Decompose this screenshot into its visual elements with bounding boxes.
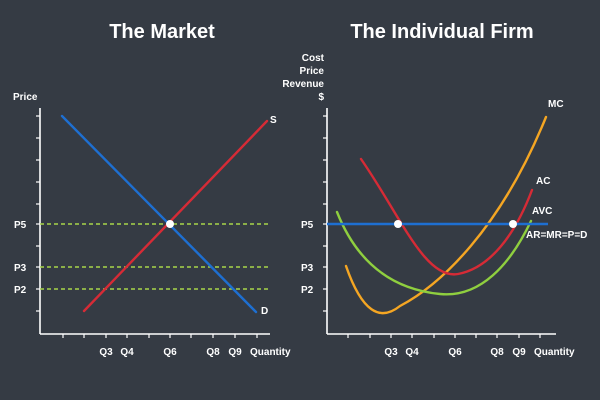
firm-y-axis-label-price: Price <box>300 66 325 77</box>
market-tick-label-q4: Q4 <box>120 347 134 358</box>
firm-title: The Individual Firm <box>350 21 533 43</box>
market-tick-label-q8: Q8 <box>206 347 220 358</box>
supply-label: S <box>270 115 277 126</box>
market-y-ticks <box>36 115 40 312</box>
firm-tick-label-q9: Q9 <box>512 347 526 358</box>
market-panel: The Market Price <box>13 21 291 358</box>
market-x-ticks <box>62 334 258 338</box>
firm-y-axis-label-dollar: $ <box>318 92 324 103</box>
firm-point-q9 <box>509 220 517 228</box>
market-x-axis-label: Quantity <box>250 347 291 358</box>
market-tick-label-p2: P2 <box>14 285 27 296</box>
firm-y-axis-label-cost: Cost <box>302 53 325 64</box>
firm-y-axis-label-revenue: Revenue <box>282 79 324 90</box>
market-title: The Market <box>109 21 215 43</box>
firm-tick-label-q6: Q6 <box>448 347 462 358</box>
firm-y-ticks <box>323 115 327 312</box>
demand-label: D <box>261 306 268 317</box>
firm-x-axis-label: Quantity <box>534 347 575 358</box>
market-tick-label-p5: P5 <box>14 220 27 231</box>
mc-curve <box>344 115 548 315</box>
market-tick-label-q3: Q3 <box>99 347 113 358</box>
avc-label: AVC <box>532 206 552 217</box>
market-tick-label-p3: P3 <box>14 263 27 274</box>
market-tick-label-q6: Q6 <box>163 347 177 358</box>
firm-tick-label-q8: Q8 <box>490 347 504 358</box>
firm-tick-label-q3: Q3 <box>384 347 398 358</box>
ac-label: AC <box>536 176 550 187</box>
ac-curve <box>359 157 534 276</box>
supply-curve <box>82 119 269 313</box>
firm-tick-label-p5: P5 <box>301 220 314 231</box>
firm-point-q3 <box>394 220 402 228</box>
firm-tick-label-q4: Q4 <box>405 347 419 358</box>
price-line-label: AR=MR=P=D <box>526 230 587 241</box>
firm-tick-label-p2: P2 <box>301 285 314 296</box>
firm-x-ticks <box>347 334 541 338</box>
mc-label: MC <box>548 99 564 110</box>
avc-curve <box>335 210 533 296</box>
demand-curve <box>60 114 258 314</box>
firm-tick-label-p3: P3 <box>301 263 314 274</box>
firm-panel: The Individual Firm Cost Price Revenue $ <box>282 21 587 358</box>
market-y-axis-label: Price <box>13 92 38 103</box>
market-equilibrium-point <box>166 220 174 228</box>
market-tick-label-q9: Q9 <box>228 347 242 358</box>
